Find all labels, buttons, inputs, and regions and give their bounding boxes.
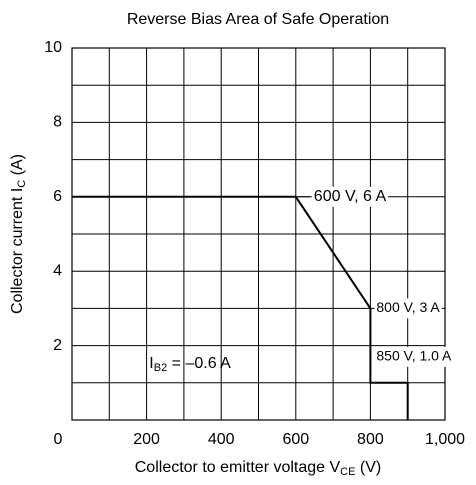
x-tick-label: 0 (54, 431, 63, 448)
x-tick-label: 200 (133, 431, 160, 448)
x-tick-label: 600 (282, 431, 309, 448)
x-tick-label: 400 (208, 431, 235, 448)
annotation: IB2 = –0.6 A (149, 355, 231, 374)
y-tick-label: 4 (53, 262, 62, 279)
annotation-bg (374, 298, 442, 319)
annotation-bg (311, 186, 389, 207)
annotation-part: I (149, 355, 153, 372)
x-tick-label: 1,000 (425, 431, 465, 448)
y-axis-label: Collector current IC (A) (9, 154, 28, 314)
plot-frame (71, 47, 446, 421)
line-series (72, 195, 409, 420)
annotation-part: B2 (154, 362, 167, 374)
y-tick-label: 6 (53, 188, 62, 205)
y-axis-label-part: C (16, 180, 28, 188)
y-axis-label-part: (A) (9, 154, 26, 180)
annotation-bg (374, 346, 454, 367)
x-tick-label: 800 (357, 431, 384, 448)
x-axis-label-part: CE (340, 466, 355, 478)
chart-title: Reverse Bias Area of Safe Operation (127, 11, 389, 28)
annotation: 600 V, 6 A (314, 188, 387, 205)
y-axis-label-part: Collector current I (9, 188, 26, 314)
x-axis-label-part: (V) (355, 459, 381, 476)
y-tick-label: 2 (53, 337, 62, 354)
y-tick-label: 8 (53, 114, 62, 131)
x-axis-label: Collector to emitter voltage VCE (V) (135, 459, 381, 478)
y-tick-label: 10 (44, 39, 62, 56)
annotation: 800 V, 3 A (376, 299, 440, 315)
annotation-part: = –0.6 A (167, 355, 231, 372)
annotation: 850 V, 1.0 A (376, 348, 452, 364)
x-axis-label-part: Collector to emitter voltage V (135, 459, 341, 476)
